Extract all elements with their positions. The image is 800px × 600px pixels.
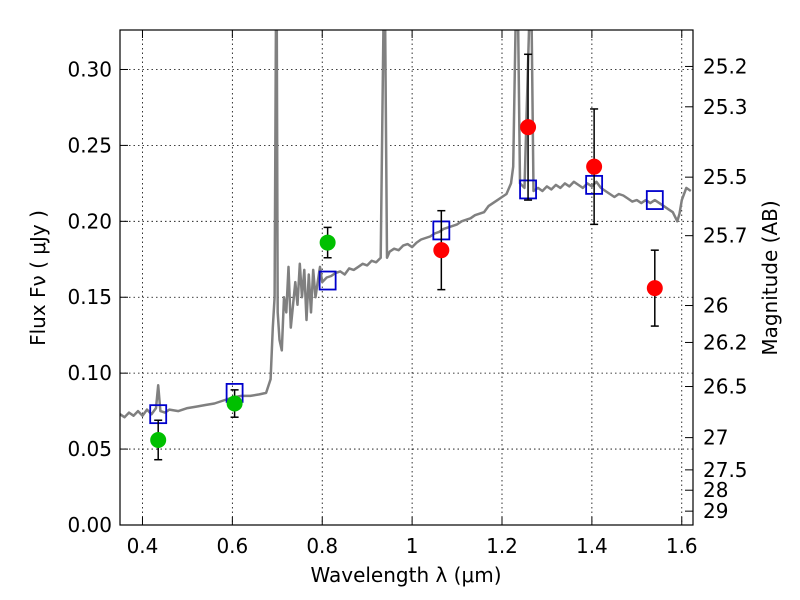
model-square-marker [318,270,337,291]
plot-frame [119,29,694,526]
marker-layer [149,53,664,461]
y-tick-label: 0.20 [67,209,112,233]
y2-tick-label: 25.2 [703,54,748,78]
y-tick-label: 0.05 [67,437,112,461]
photometry-point [319,234,336,251]
y-tick-label: 0.10 [67,361,112,385]
x-tick-label: 1 [406,534,419,558]
y-tick-label: 0.30 [67,57,112,81]
plot-background [120,30,693,525]
y2-tick-label: 26 [703,294,728,318]
y2-tick-label: 29 [703,499,728,523]
photometry-point [150,431,167,448]
x-tick-label: 0.6 [216,534,248,558]
y2-tick-label: 28 [703,478,728,502]
y-tick-label: 0.15 [67,285,112,309]
y2-tick-label: 26.2 [703,330,748,354]
x-tick-label: 0.8 [306,534,338,558]
photometry-point [586,158,603,175]
photometry-point [433,242,450,259]
x-tick-label: 1.4 [576,534,608,558]
y2-tick-label: 25.5 [703,165,748,189]
model-square-marker [645,190,664,210]
y2-axis-title: Magnitude (AB) [758,200,782,355]
y-axis-title: Flux Fν ( μJy ) [26,210,50,346]
x-tick-label: 1.2 [486,534,518,558]
photometry-point [520,119,537,136]
photometry-point [226,395,243,412]
y-tick-label: 0.00 [67,513,112,537]
y2-tick-label: 27 [703,426,728,450]
x-tick-label: 0.4 [127,534,159,558]
y2-tick-label: 26.5 [703,375,748,399]
photometry-point [646,280,663,297]
tick-labels: 0.4 0.6 0.8 1 1.2 1.4 1.6 0.00 0.05 0.10 0.15 0.20 0… [67,54,747,558]
x-axis-title: Wavelength λ (μm) [310,563,501,587]
y2-tick-label: 27.5 [703,458,748,482]
tick-marks [120,30,693,526]
y-tick-label: 0.25 [67,133,112,157]
y2-tick-label: 25.3 [703,95,748,119]
x-tick-label: 1.6 [666,534,698,558]
y2-tick-label: 25.7 [703,224,748,248]
